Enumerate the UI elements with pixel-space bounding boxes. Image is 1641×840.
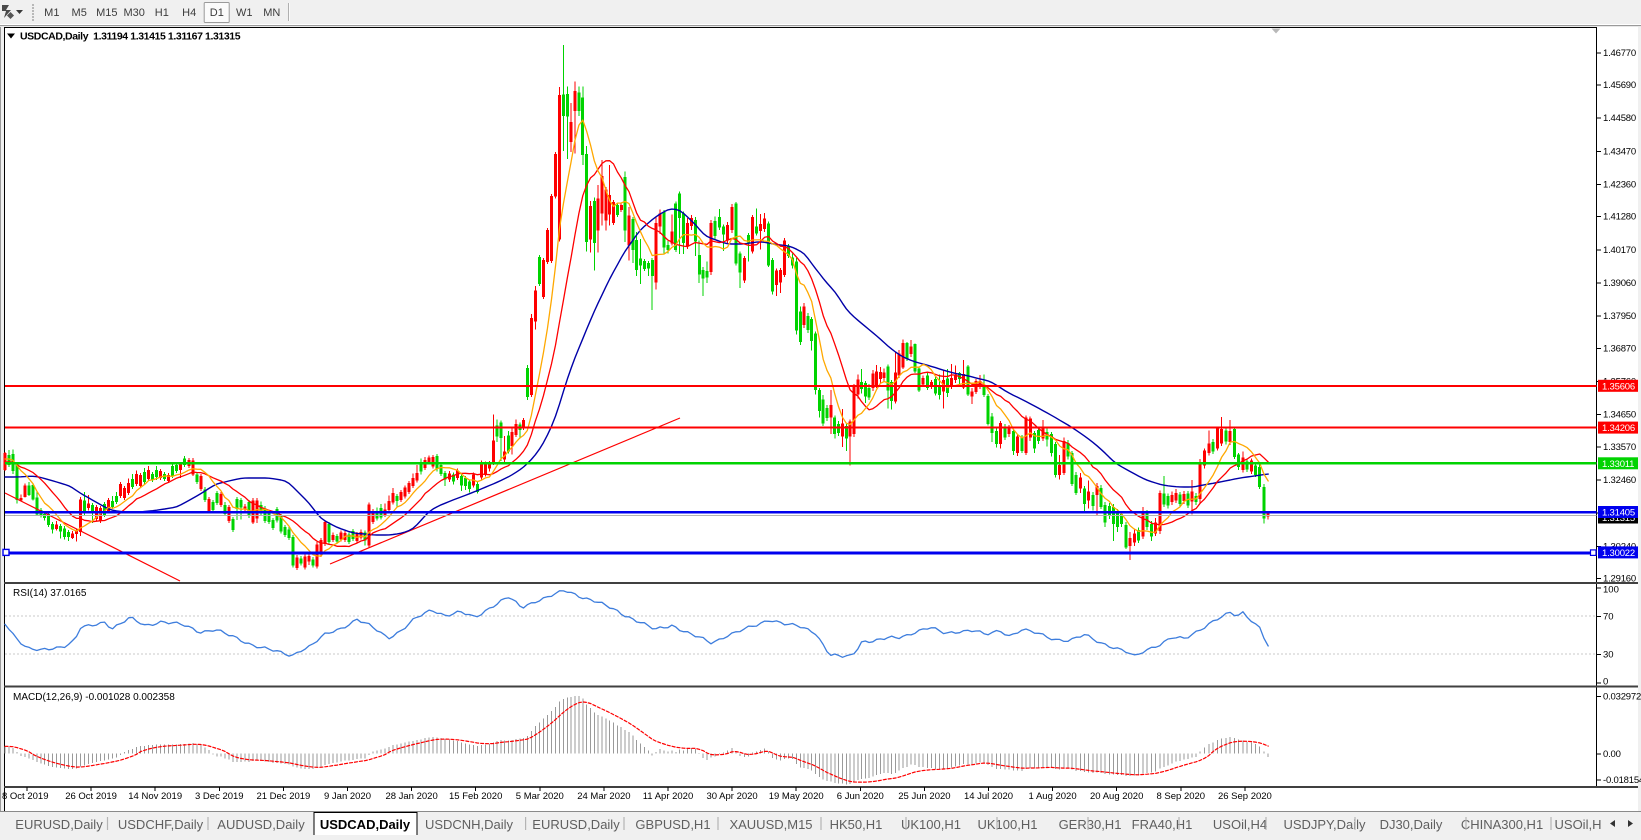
svg-text:1.42360: 1.42360 [1603, 180, 1636, 191]
svg-text:H4: H4 [182, 7, 196, 19]
svg-text:0.00: 0.00 [1603, 749, 1621, 760]
svg-text:21 Dec 2019: 21 Dec 2019 [256, 791, 310, 802]
svg-text:26 Sep 2020: 26 Sep 2020 [1218, 791, 1272, 802]
svg-text:M30: M30 [123, 7, 144, 19]
svg-text:UK100,H1: UK100,H1 [978, 817, 1038, 832]
svg-text:3 Dec 2019: 3 Dec 2019 [195, 791, 244, 802]
svg-text:11 Apr 2020: 11 Apr 2020 [643, 791, 694, 802]
svg-text:AUDUSD,Daily: AUDUSD,Daily [217, 817, 305, 832]
svg-text:1.39060: 1.39060 [1603, 278, 1636, 289]
svg-text:1.34650: 1.34650 [1603, 410, 1636, 421]
svg-text:1.41280: 1.41280 [1603, 212, 1636, 223]
svg-text:1.36870: 1.36870 [1603, 343, 1636, 354]
svg-text:9 Jan 2020: 9 Jan 2020 [324, 791, 371, 802]
svg-text:6 Jun 2020: 6 Jun 2020 [837, 791, 884, 802]
svg-text:EURUSD,Daily: EURUSD,Daily [532, 817, 620, 832]
svg-text:19 May 2020: 19 May 2020 [769, 791, 824, 802]
svg-text:XAUUSD,M15: XAUUSD,M15 [729, 817, 812, 832]
svg-text:1.31405: 1.31405 [1602, 508, 1635, 519]
svg-text:100: 100 [1603, 585, 1619, 596]
svg-text:8 Sep 2020: 8 Sep 2020 [1156, 791, 1205, 802]
svg-text:1.33570: 1.33570 [1603, 442, 1636, 453]
svg-text:GER30,H1: GER30,H1 [1059, 817, 1122, 832]
svg-text:8 Oct 2019: 8 Oct 2019 [2, 791, 48, 802]
svg-text:14 Nov 2019: 14 Nov 2019 [128, 791, 182, 802]
svg-text:1.29160: 1.29160 [1603, 574, 1636, 585]
svg-text:D1: D1 [210, 7, 224, 19]
svg-text:1 Aug 2020: 1 Aug 2020 [1029, 791, 1077, 802]
svg-text:1.35606: 1.35606 [1602, 381, 1635, 392]
svg-text:USOil,H4: USOil,H4 [1213, 817, 1267, 832]
svg-text:-0.018154: -0.018154 [1603, 775, 1641, 786]
svg-text:USDCAD,Daily 1.31194 1.31415: USDCAD,Daily 1.31194 1.31415 1.31167 1.3… [20, 31, 241, 43]
svg-text:1.34206: 1.34206 [1602, 423, 1635, 434]
svg-text:USDCAD,Daily: USDCAD,Daily [320, 817, 411, 832]
svg-text:1.43470: 1.43470 [1603, 146, 1636, 157]
svg-text:USDJPY,Daily: USDJPY,Daily [1283, 817, 1366, 832]
svg-text:USDCNH,Daily: USDCNH,Daily [425, 817, 514, 832]
svg-text:70: 70 [1603, 612, 1614, 623]
svg-text:30 Apr 2020: 30 Apr 2020 [706, 791, 757, 802]
svg-text:1.31315: 1.31315 [1602, 513, 1635, 524]
svg-text:MN: MN [263, 7, 280, 19]
svg-text:MACD(12,26,9) -0.001028 0.0023: MACD(12,26,9) -0.001028 0.002358 [13, 692, 175, 703]
svg-text:14 Jul 2020: 14 Jul 2020 [964, 791, 1013, 802]
svg-text:1.46770: 1.46770 [1603, 48, 1636, 59]
svg-text:USDCHF,Daily: USDCHF,Daily [118, 817, 204, 832]
svg-text:UK100,H1: UK100,H1 [901, 817, 961, 832]
svg-text:1.45690: 1.45690 [1603, 80, 1636, 91]
svg-text:20 Aug 2020: 20 Aug 2020 [1090, 791, 1143, 802]
svg-text:RSI(14) 37.0165: RSI(14) 37.0165 [13, 588, 87, 599]
svg-text:M5: M5 [72, 7, 87, 19]
svg-text:26 Oct 2019: 26 Oct 2019 [65, 791, 117, 802]
svg-text:GBPUSD,H1: GBPUSD,H1 [635, 817, 710, 832]
svg-text:24 Mar 2020: 24 Mar 2020 [577, 791, 630, 802]
svg-text:5 Mar 2020: 5 Mar 2020 [516, 791, 564, 802]
svg-text:EURUSD,Daily: EURUSD,Daily [15, 817, 103, 832]
svg-text:1.44580: 1.44580 [1603, 113, 1636, 124]
svg-text:1.30022: 1.30022 [1602, 548, 1635, 559]
svg-text:M15: M15 [96, 7, 117, 19]
svg-text:15 Feb 2020: 15 Feb 2020 [449, 791, 502, 802]
svg-text:1.37950: 1.37950 [1603, 311, 1636, 322]
svg-text:USOil,H: USOil,H [1555, 817, 1602, 832]
svg-text:30: 30 [1603, 650, 1614, 661]
svg-text:28 Jan 2020: 28 Jan 2020 [385, 791, 437, 802]
svg-text:0: 0 [1603, 677, 1608, 688]
svg-text:HK50,H1: HK50,H1 [830, 817, 883, 832]
svg-text:M1: M1 [44, 7, 59, 19]
svg-text:H1: H1 [155, 7, 169, 19]
svg-text:W1: W1 [236, 7, 253, 19]
svg-text:0.032972: 0.032972 [1603, 691, 1641, 702]
svg-text:25 Jun 2020: 25 Jun 2020 [898, 791, 950, 802]
svg-text:1.40170: 1.40170 [1603, 245, 1636, 256]
svg-text:CHINA300,H1: CHINA300,H1 [1461, 817, 1543, 832]
svg-text:1.33011: 1.33011 [1602, 459, 1634, 470]
svg-text:DJ30,Daily: DJ30,Daily [1380, 817, 1443, 832]
svg-text:FRA40,H1: FRA40,H1 [1132, 817, 1193, 832]
svg-text:1.32460: 1.32460 [1603, 475, 1636, 486]
